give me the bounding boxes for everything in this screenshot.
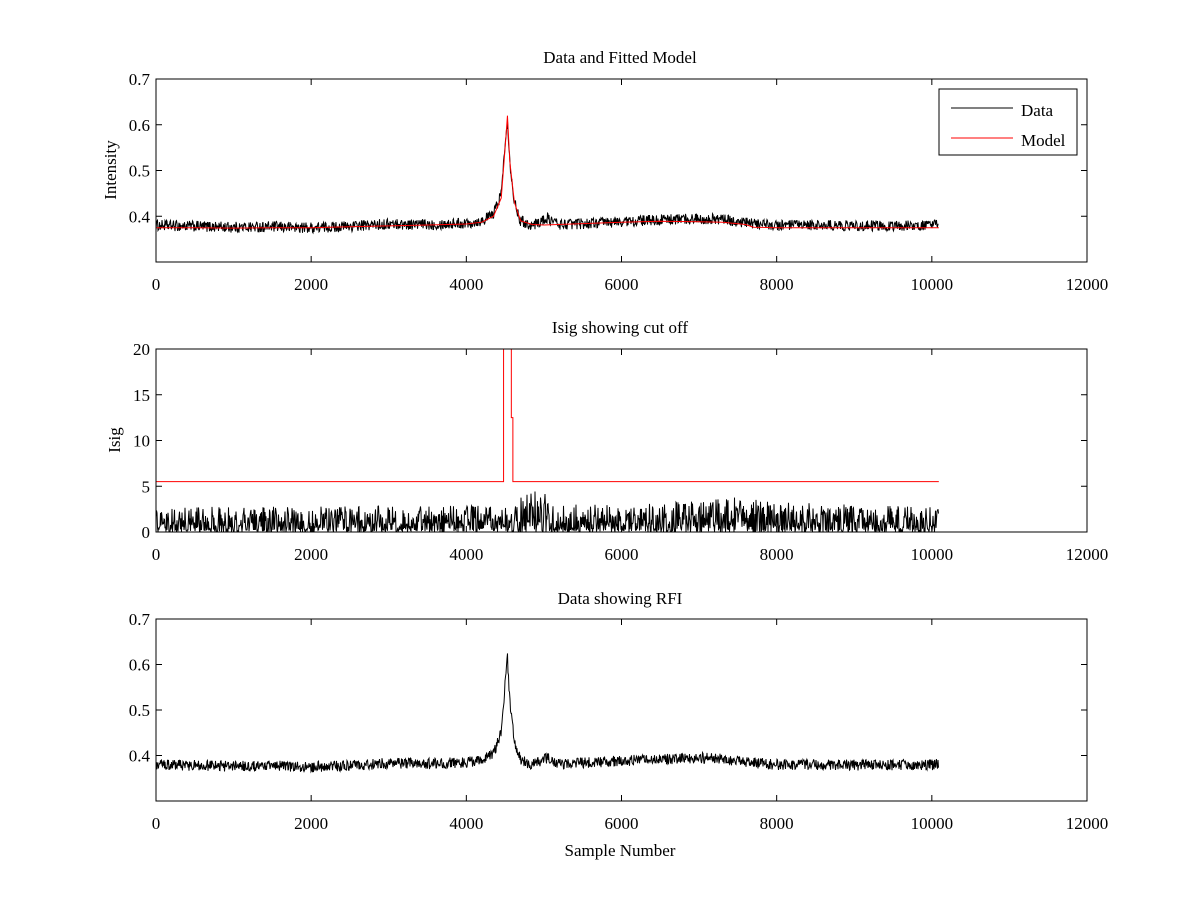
x-tick-label: 6000 — [605, 814, 639, 833]
panel-isig-showing-cut-off: Isig showing cut off Isig 0 2000 4000 6000 8… — [105, 318, 1108, 564]
y-tick-label: 0.6 — [129, 656, 150, 675]
panel-data-showing-rfi: Data showing RFI Sample Number 0 2000 4000… — [129, 589, 1109, 860]
plot-area: 0 2000 4000 6000 8000 10000 12000 0 5 10 15 20 — [133, 340, 1108, 564]
x-tick-label: 4000 — [449, 545, 483, 564]
y-axis-label: Intensity — [101, 140, 120, 200]
x-tick-label: 10000 — [911, 545, 954, 564]
y-tick-label: 5 — [142, 477, 151, 496]
x-tick-label: 12000 — [1066, 275, 1109, 294]
panel-data-and-fitted-model: Data and Fitted Model Intensity 0 2000 400… — [101, 48, 1108, 294]
x-tick-label: 12000 — [1066, 814, 1109, 833]
series-line-model — [156, 115, 939, 229]
y-tick-label: 0.4 — [129, 207, 151, 226]
series-line-series-2 — [156, 349, 939, 483]
y-tick-label: 0 — [142, 523, 151, 542]
x-tick-label: 12000 — [1066, 545, 1109, 564]
x-tick-label: 4000 — [449, 275, 483, 294]
x-tick-label: 0 — [152, 275, 161, 294]
x-tick-label: 6000 — [605, 275, 639, 294]
x-tick-label: 2000 — [294, 814, 328, 833]
series-line-data — [156, 121, 939, 235]
x-tick-label: 0 — [152, 545, 161, 564]
panel-title: Isig showing cut off — [552, 318, 688, 337]
y-axis-label: Isig — [105, 427, 124, 453]
legend-box — [938, 88, 1078, 156]
x-tick-label: 8000 — [760, 275, 794, 294]
x-tick-label: 6000 — [605, 545, 639, 564]
y-tick-label: 0.6 — [129, 116, 150, 135]
legend-label-data: Data — [1021, 101, 1054, 120]
series-line-series-1 — [156, 491, 939, 532]
x-tick-label: 2000 — [294, 545, 328, 564]
y-tick-label: 0.5 — [129, 162, 150, 181]
y-tick-label: 0.5 — [129, 701, 150, 720]
y-tick-label: 0.7 — [129, 610, 151, 629]
plot-area: 0 2000 4000 6000 8000 10000 12000 0.4 0.5 0.6 0.7 — [129, 70, 1109, 294]
y-tick-label: 10 — [133, 432, 150, 451]
x-tick-label: 0 — [152, 814, 161, 833]
x-tick-label: 4000 — [449, 814, 483, 833]
y-tick-label: 0.7 — [129, 70, 151, 89]
x-tick-label: 8000 — [760, 814, 794, 833]
series-group — [156, 653, 939, 774]
y-tick-label: 15 — [133, 386, 150, 405]
y-tick-label: 20 — [133, 340, 150, 359]
legend-label-model: Model — [1021, 131, 1066, 150]
x-tick-label: 10000 — [911, 275, 954, 294]
x-tick-label: 10000 — [911, 814, 954, 833]
series-group — [156, 115, 939, 235]
x-tick-label: 2000 — [294, 275, 328, 294]
y-tick-label: 0.4 — [129, 747, 151, 766]
series-line-series-1 — [156, 653, 939, 774]
panel-title: Data showing RFI — [558, 589, 683, 608]
plot-area: 0 2000 4000 6000 8000 10000 12000 0.4 0.5 0.6 0.7 — [129, 610, 1109, 833]
series-group — [156, 349, 939, 532]
panel-title: Data and Fitted Model — [543, 48, 697, 67]
x-tick-label: 8000 — [760, 545, 794, 564]
x-axis-label: Sample Number — [565, 841, 676, 860]
legend: Data Model — [938, 88, 1078, 156]
